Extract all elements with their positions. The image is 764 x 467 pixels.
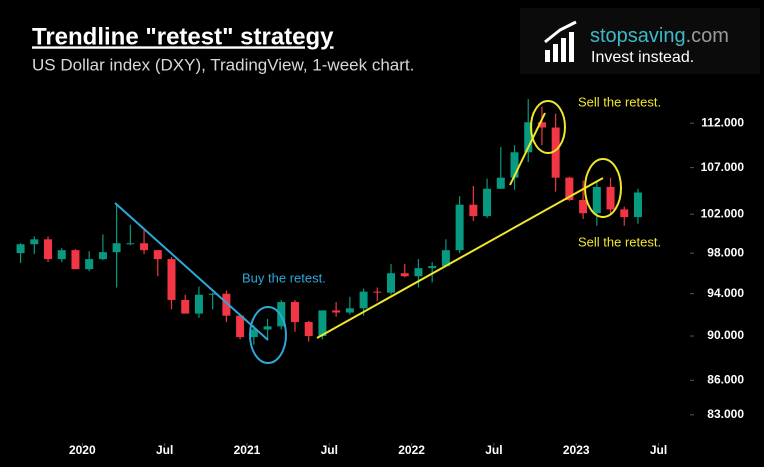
candle-body [496, 177, 505, 189]
candle-body [140, 243, 149, 251]
chart-subtitle: US Dollar index (DXY), TradingView, 1-we… [32, 55, 414, 74]
candle-body [592, 186, 601, 214]
candle-body [57, 250, 66, 260]
x-tick-label: 2022 [398, 443, 425, 457]
candle-body [441, 250, 450, 267]
brand-name: stopsaving [590, 25, 686, 47]
candle-body [249, 329, 258, 338]
circle [249, 306, 287, 364]
candle-body [414, 268, 423, 277]
candle-body [428, 266, 437, 269]
annotation: Sell the retest. [578, 234, 661, 249]
plot: 83.000 86.000 90.000 94.000 98.000 102.000 107… [16, 99, 745, 457]
candle-body [524, 122, 533, 153]
candle-body [181, 299, 190, 314]
candle-body [290, 302, 299, 323]
x-tick-label: 2020 [69, 443, 96, 457]
x-tick-label: 2023 [563, 443, 590, 457]
candle-body [318, 310, 327, 337]
trendline [114, 202, 269, 341]
candle-body [373, 291, 382, 293]
candle-body [208, 293, 217, 295]
y-tick-label: 112.000 [701, 115, 744, 129]
trendlines [114, 100, 622, 364]
candle-body [606, 186, 615, 210]
candle-body [277, 302, 286, 327]
brand-icon [544, 20, 577, 62]
candle-body [30, 239, 39, 245]
candle-body [98, 252, 107, 260]
trendline [316, 177, 604, 339]
candle-body [44, 239, 53, 260]
candle-body [345, 308, 354, 313]
annotation: Sell the retest. [578, 94, 661, 109]
candle-body [112, 243, 121, 253]
candle-body [510, 152, 519, 178]
y-tick-label: 98.000 [707, 245, 744, 259]
y-tick-label: 102.000 [701, 206, 745, 220]
candle-body [16, 244, 25, 254]
brand: stopsaving.com [590, 25, 729, 47]
candle-body [455, 204, 464, 251]
candle-body [71, 250, 80, 270]
candle-body [469, 204, 478, 217]
candle-body [620, 209, 629, 218]
y-tick-label: 86.000 [707, 372, 744, 386]
x-tick-label: Jul [321, 443, 338, 457]
candle-body [537, 122, 546, 128]
candle-body [565, 177, 574, 200]
candle-body [194, 294, 203, 314]
candle-body [222, 293, 231, 316]
circle [530, 100, 566, 154]
x-tick-label: Jul [485, 443, 502, 457]
y-tick-label: 107.000 [701, 160, 745, 174]
candle-body [126, 243, 135, 245]
y-tick-label: 90.000 [707, 328, 744, 342]
candle-body [332, 310, 341, 313]
y-tick-label: 94.000 [707, 286, 744, 300]
annotation: Buy the retest. [242, 270, 326, 285]
brand-domain: .com [686, 25, 729, 47]
candle-body [167, 259, 176, 300]
candle-body [85, 259, 94, 270]
chart-title: Trendline "retest" strategy [32, 23, 334, 50]
circle [584, 158, 622, 218]
brand-tagline: Invest instead. [591, 49, 694, 66]
x-tick-label: 2021 [234, 443, 261, 457]
brand-box [520, 8, 760, 74]
candle-body [304, 322, 313, 337]
candle-body [579, 199, 588, 214]
x-tick-label: Jul [650, 443, 667, 457]
candle-body [236, 315, 245, 338]
candle-body [483, 188, 492, 217]
candle-body [633, 192, 642, 218]
candle-body [551, 127, 560, 178]
y-tick-label: 83.000 [707, 407, 744, 421]
candle-body [153, 250, 162, 260]
x-tick-label: Jul [156, 443, 173, 457]
candle-body [387, 273, 396, 293]
candle-body [400, 273, 409, 277]
candle-body [359, 291, 368, 309]
candle-body [263, 326, 272, 330]
trendline [509, 112, 546, 186]
